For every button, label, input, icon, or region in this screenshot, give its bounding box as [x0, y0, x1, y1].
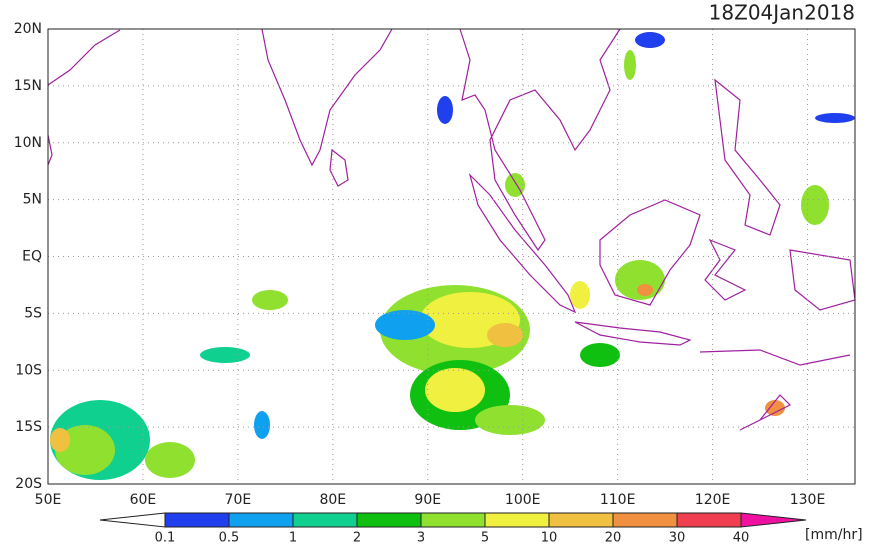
lat-label: 10S — [15, 362, 42, 378]
colorbar-low-arrow — [99, 512, 166, 528]
colorbar-box — [164, 512, 230, 528]
lon-label: 120E — [695, 492, 731, 508]
colorbar-label: 3 — [417, 531, 425, 545]
lon-label: 130E — [790, 492, 826, 508]
colorbar-box — [228, 512, 294, 528]
colorbar: 0.1 0.5 1 2 3 5 10 20 30 40 — [99, 512, 807, 546]
lon-label: 100E — [505, 492, 541, 508]
lon-label: 70E — [225, 492, 252, 508]
colorbar-label: 10 — [541, 531, 558, 545]
colorbar-box — [548, 512, 614, 528]
lat-label: 20S — [15, 476, 42, 492]
colorbar-unit: [mm/hr] — [805, 527, 863, 543]
colorbar-box — [356, 512, 422, 528]
lon-label: 90E — [414, 492, 441, 508]
colorbar-label: 5 — [481, 531, 489, 545]
colorbar-high-arrow — [740, 512, 807, 528]
map-frame — [47, 28, 856, 485]
lon-label: 110E — [600, 492, 636, 508]
colorbar-box — [676, 512, 742, 528]
lat-label: EQ — [22, 249, 42, 265]
lat-label: 5N — [23, 192, 42, 208]
colorbar-box — [484, 512, 550, 528]
colorbar-label: 1 — [289, 531, 297, 545]
colorbar-label: 0.5 — [219, 531, 240, 545]
lat-label: 5S — [24, 305, 42, 321]
lon-label: 80E — [319, 492, 346, 508]
lat-label: 10N — [14, 135, 42, 151]
lon-label: 50E — [35, 492, 62, 508]
colorbar-label: 40 — [733, 531, 750, 545]
colorbar-label: 20 — [605, 531, 622, 545]
precipitation-field — [50, 32, 855, 480]
colorbar-box — [420, 512, 486, 528]
colorbar-box — [612, 512, 678, 528]
lat-label: 15S — [15, 419, 42, 435]
lat-label: 15N — [14, 78, 42, 94]
colorbar-label: 2 — [353, 531, 361, 545]
map-title: 18Z04Jan2018 — [709, 1, 855, 25]
lon-label: 60E — [130, 492, 157, 508]
colorbar-label: 0.1 — [155, 531, 176, 545]
colorbar-label: 30 — [669, 531, 686, 545]
lat-label: 20N — [14, 21, 42, 37]
colorbar-box — [292, 512, 358, 528]
coastlines — [47, 28, 856, 431]
